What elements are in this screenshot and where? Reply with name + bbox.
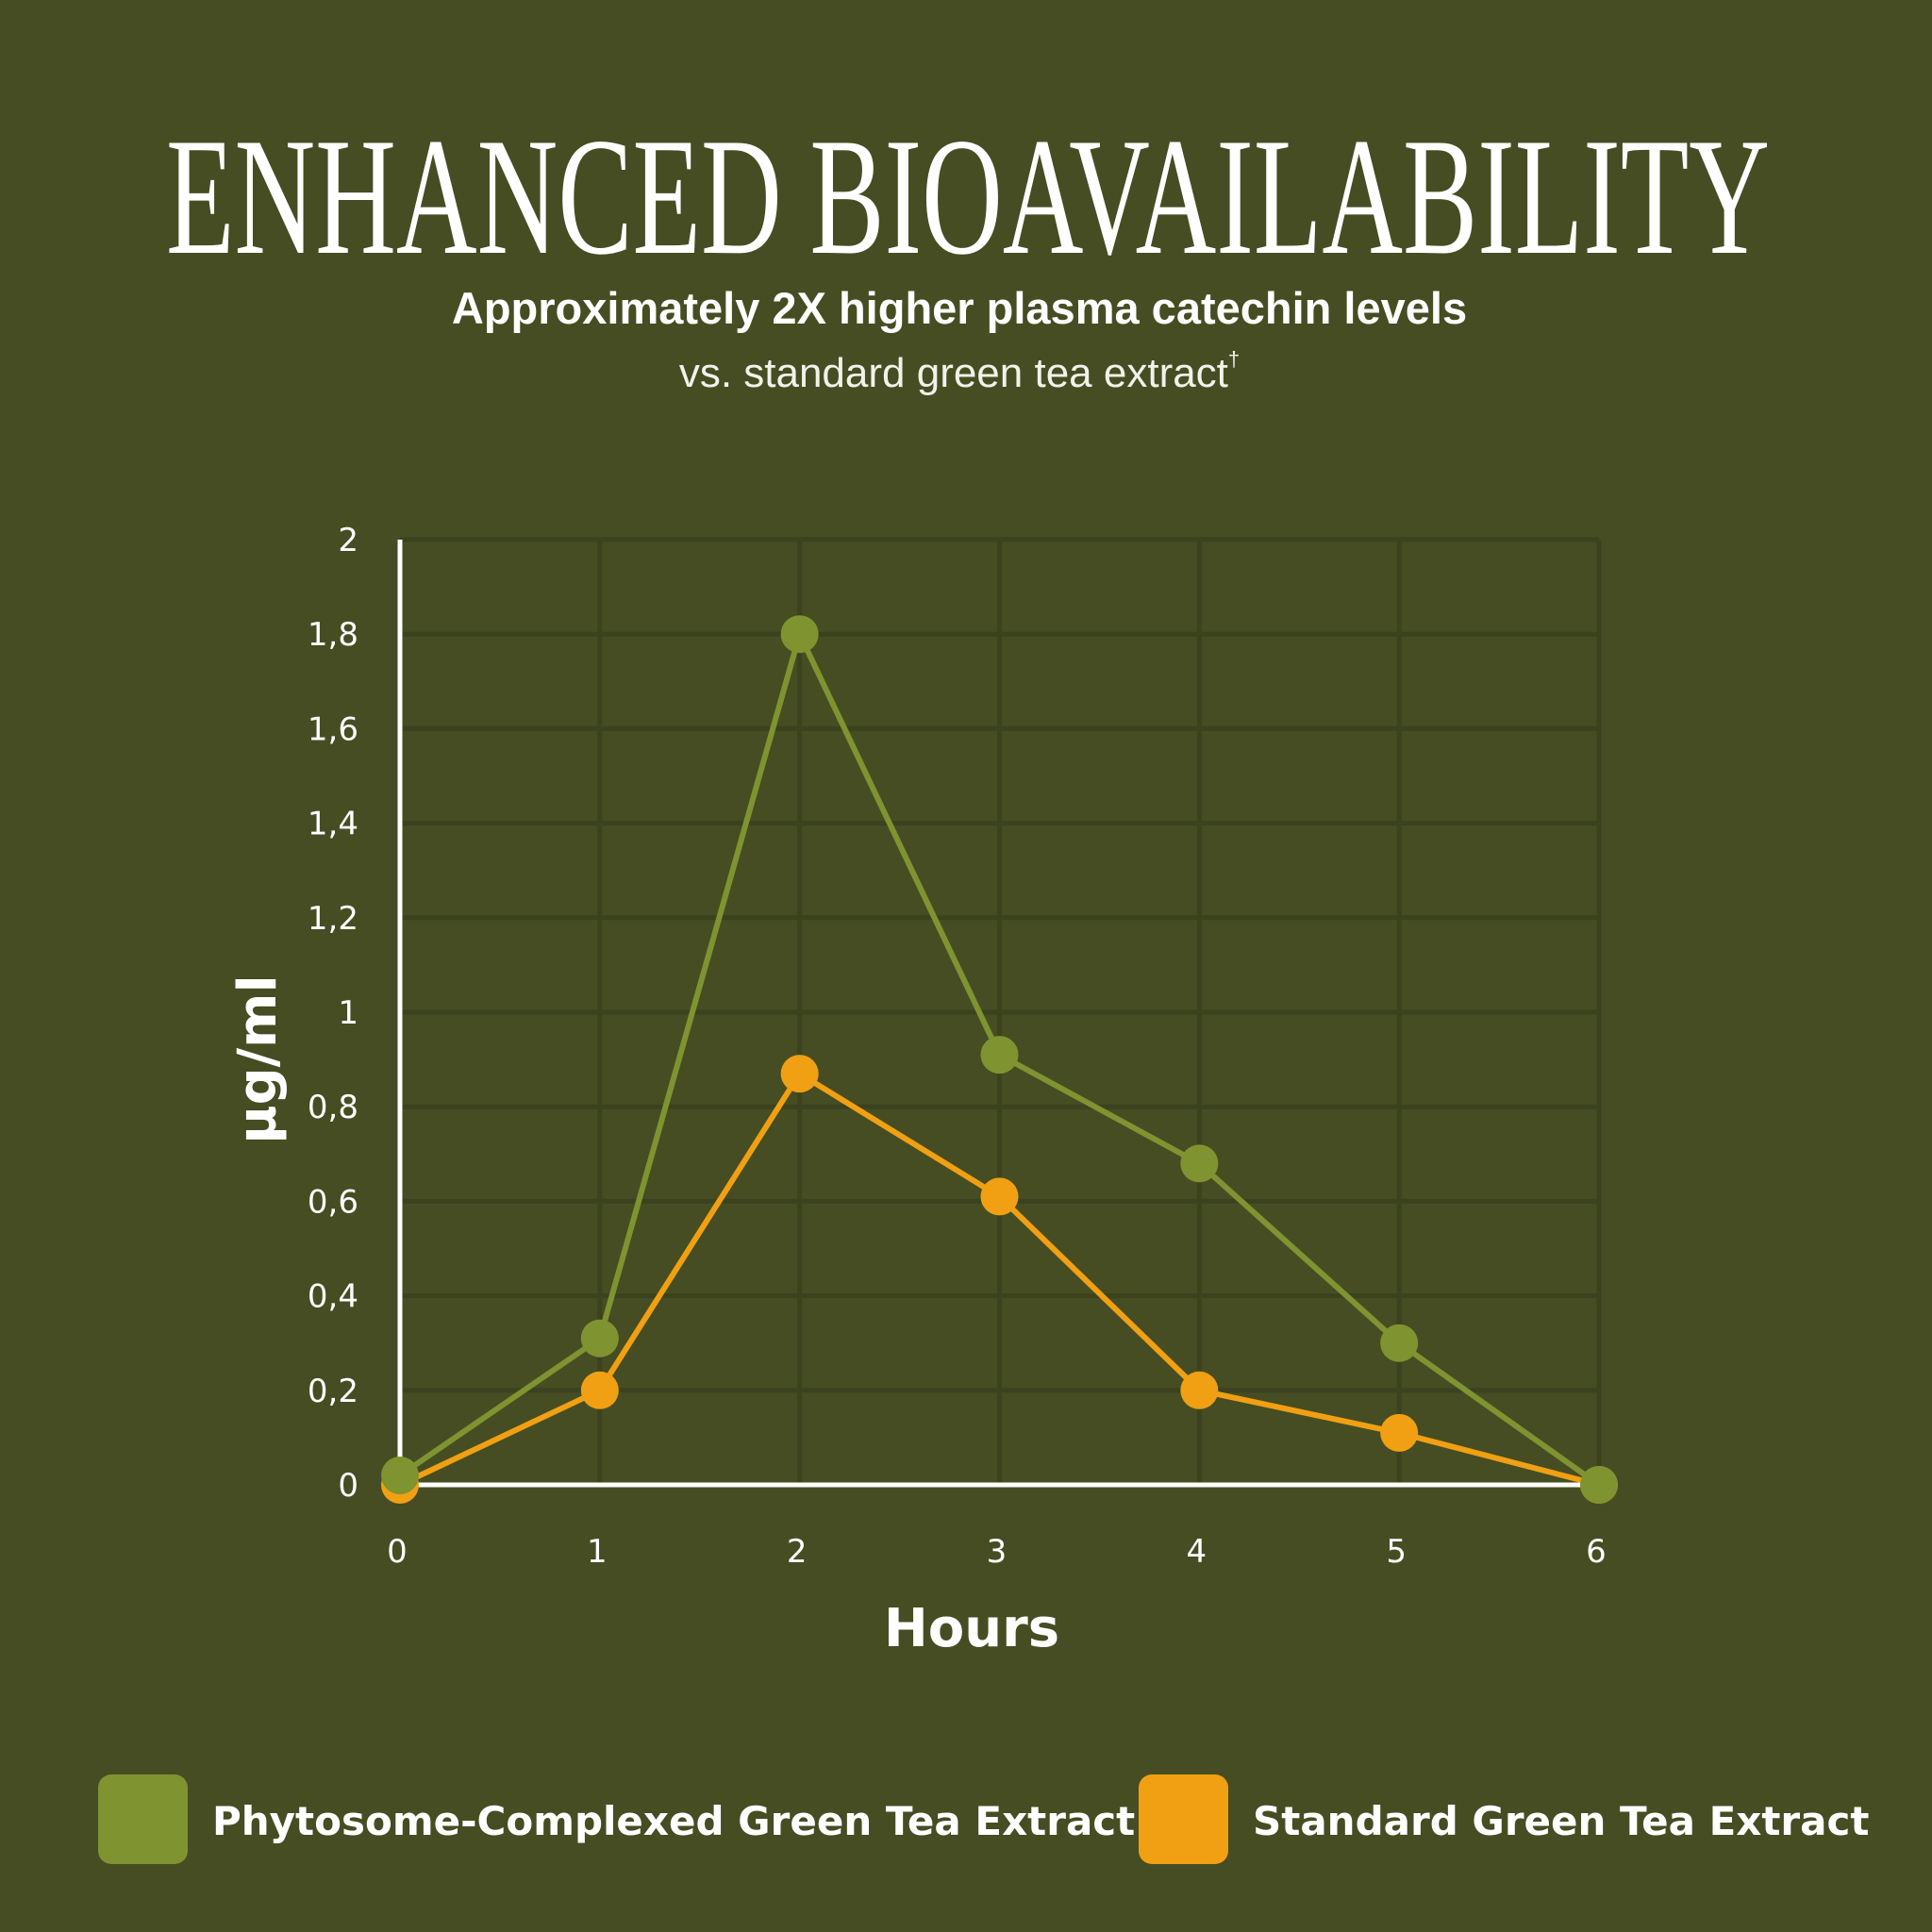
data-point-0 <box>1580 1466 1618 1504</box>
data-point-0 <box>580 1319 619 1357</box>
tick-labels: 0 0,2 0,4 0,6 0,8 1 1,2 1,4 1,6 1,8 2 0 1 2 3 4 5 6 <box>308 522 1607 1571</box>
data-point-1 <box>1380 1413 1419 1452</box>
subtitle-secondary: vs. standard green tea extract† <box>679 347 1240 396</box>
y-tick-label: 2 <box>338 522 358 559</box>
y-tick-label: 1,6 <box>308 710 358 748</box>
legend-label-phytosome: Phytosome-Complexed Green Tea Extract <box>212 1798 1135 1844</box>
x-tick-label: 0 <box>387 1533 408 1571</box>
y-tick-label: 0,8 <box>308 1089 358 1126</box>
legend-swatch-standard <box>1139 1774 1228 1864</box>
data-point-1 <box>1180 1371 1219 1409</box>
y-axis-label: µg/ml <box>227 974 289 1143</box>
y-tick-label: 1,8 <box>308 616 358 654</box>
x-tick-label: 3 <box>987 1533 1008 1571</box>
legend-label-standard: Standard Green Tea Extract <box>1253 1798 1869 1844</box>
y-tick-label: 1 <box>338 994 358 1032</box>
page-title: ENHANCED BIOAVAILABILITY <box>166 103 1770 290</box>
x-tick-label: 6 <box>1586 1533 1607 1571</box>
x-tick-label: 1 <box>587 1533 608 1571</box>
subtitle-secondary-text: vs. standard green tea extract <box>679 350 1228 396</box>
y-tick-label: 0,6 <box>308 1183 358 1221</box>
data-point-1 <box>580 1371 619 1409</box>
y-tick-label: 0,2 <box>308 1373 358 1410</box>
data-point-0 <box>1380 1324 1419 1362</box>
x-tick-label: 5 <box>1386 1533 1407 1571</box>
y-tick-label: 1,4 <box>308 806 358 843</box>
y-tick-label: 1,2 <box>308 900 358 938</box>
legend: Phytosome-Complexed Green Tea Extract St… <box>98 1774 1869 1864</box>
series-layer <box>381 615 1618 1504</box>
data-point-0 <box>780 615 819 654</box>
data-point-1 <box>980 1177 1019 1216</box>
x-axis-label: Hours <box>884 1598 1059 1659</box>
data-point-1 <box>780 1055 819 1093</box>
data-point-0 <box>980 1036 1019 1074</box>
subtitle: Approximately 2X higher plasma catechin … <box>452 283 1467 333</box>
data-point-0 <box>381 1456 419 1494</box>
grid <box>400 537 1602 1485</box>
legend-swatch-phytosome <box>98 1774 188 1864</box>
data-point-0 <box>1180 1144 1219 1183</box>
axes <box>397 540 1599 1488</box>
y-tick-label: 0,4 <box>308 1278 358 1316</box>
y-tick-label: 0 <box>338 1467 358 1505</box>
x-tick-label: 2 <box>787 1533 808 1571</box>
footnote-mark: † <box>1228 347 1240 371</box>
x-tick-label: 4 <box>1187 1533 1208 1571</box>
